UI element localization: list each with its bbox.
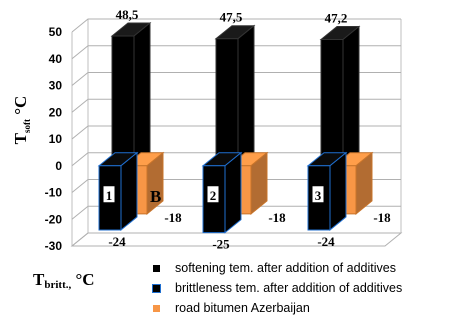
legend-label-brittleness: brittleness tem. after addition of addit… [175, 281, 403, 295]
y-axis-title: Tsoft °C [11, 96, 32, 145]
y-tick-label-1: 40 [49, 52, 63, 66]
category-box-3 [311, 185, 325, 204]
bar-softening-2 [214, 24, 256, 167]
gridline-4 [71, 125, 401, 140]
bar-softening-1 [110, 21, 152, 167]
floor [70, 232, 403, 247]
category-box-1 [102, 185, 116, 204]
y-tick-label-7: -20 [45, 212, 63, 226]
label-road-bitumen-2: -18 [268, 210, 286, 225]
gridline-5 [71, 152, 401, 167]
bar-softening-2-side [237, 24, 255, 167]
grid [70, 18, 403, 247]
annotation-b: B [150, 187, 161, 206]
legend-label-road-bitumen: road bitumen Azerbaijan [175, 301, 310, 315]
label-softening-2: 47,5 [220, 10, 243, 25]
category-label-3: 3 [315, 188, 322, 203]
label-road-bitumen-1: -18 [164, 210, 182, 225]
category-label-1: 1 [106, 188, 113, 203]
category-box-2 [206, 185, 220, 204]
y-tick-label-2: 30 [49, 79, 63, 93]
y-tick-label-4: 10 [49, 132, 63, 146]
gridline-1 [71, 45, 401, 60]
label-brittleness-2: -25 [212, 237, 230, 252]
label-softening-1: 48,5 [116, 7, 139, 22]
bar-softening-3 [319, 25, 361, 167]
legend: softening tem. after addition of additiv… [150, 258, 450, 318]
bar-brittleness-2-side [224, 151, 242, 234]
y-tick-label-3: 20 [49, 105, 63, 119]
x-axis-title: Tbritt., °C [33, 270, 95, 291]
bar-brittleness-1-side [120, 151, 138, 232]
y-tick-label-5: 0 [55, 159, 62, 173]
label-brittleness-1: -24 [108, 234, 126, 249]
legend-swatch-road-bitumen [153, 304, 160, 312]
gridline-3 [71, 98, 401, 113]
bar-brittleness-3-side [329, 151, 347, 232]
gridline-0 [71, 18, 401, 33]
y-tick-label-0: 50 [49, 25, 63, 39]
legend-item-softening: softening tem. after addition of additiv… [150, 258, 450, 278]
gridline-6 [71, 179, 401, 193]
label-brittleness-3: -24 [317, 234, 335, 249]
data-labels: 1 48,5 -24 -18 2 47,5 -25 -18 3 47,2 -24 -18 [102, 7, 391, 252]
bar-softening-2-front [215, 38, 239, 167]
gridline-2 [71, 72, 401, 86]
y-tick-label-6: -10 [45, 186, 63, 200]
legend-swatch-brittleness [153, 284, 160, 292]
legend-item-road-bitumen: road bitumen Azerbaijan [150, 298, 450, 318]
y-tick-labels: 50 40 30 20 10 0 -10 -20 -30 [45, 25, 63, 253]
bar-softening-3-side [342, 25, 360, 167]
legend-label-softening: softening tem. after addition of additiv… [175, 261, 396, 275]
category-label-2: 2 [210, 188, 217, 203]
label-softening-3: 47,2 [325, 10, 348, 25]
gridline-7 [71, 205, 401, 220]
legend-item-brittleness: brittleness tem. after addition of addit… [150, 278, 450, 298]
bar-softening-1-side [133, 21, 151, 167]
legend-swatch-softening [153, 264, 160, 272]
label-road-bitumen-3: -18 [373, 210, 391, 225]
y-tick-label-8: -30 [45, 239, 63, 253]
bar-softening-3-front [320, 38, 344, 167]
bar-softening-1-front [111, 35, 135, 167]
bars [97, 21, 374, 234]
